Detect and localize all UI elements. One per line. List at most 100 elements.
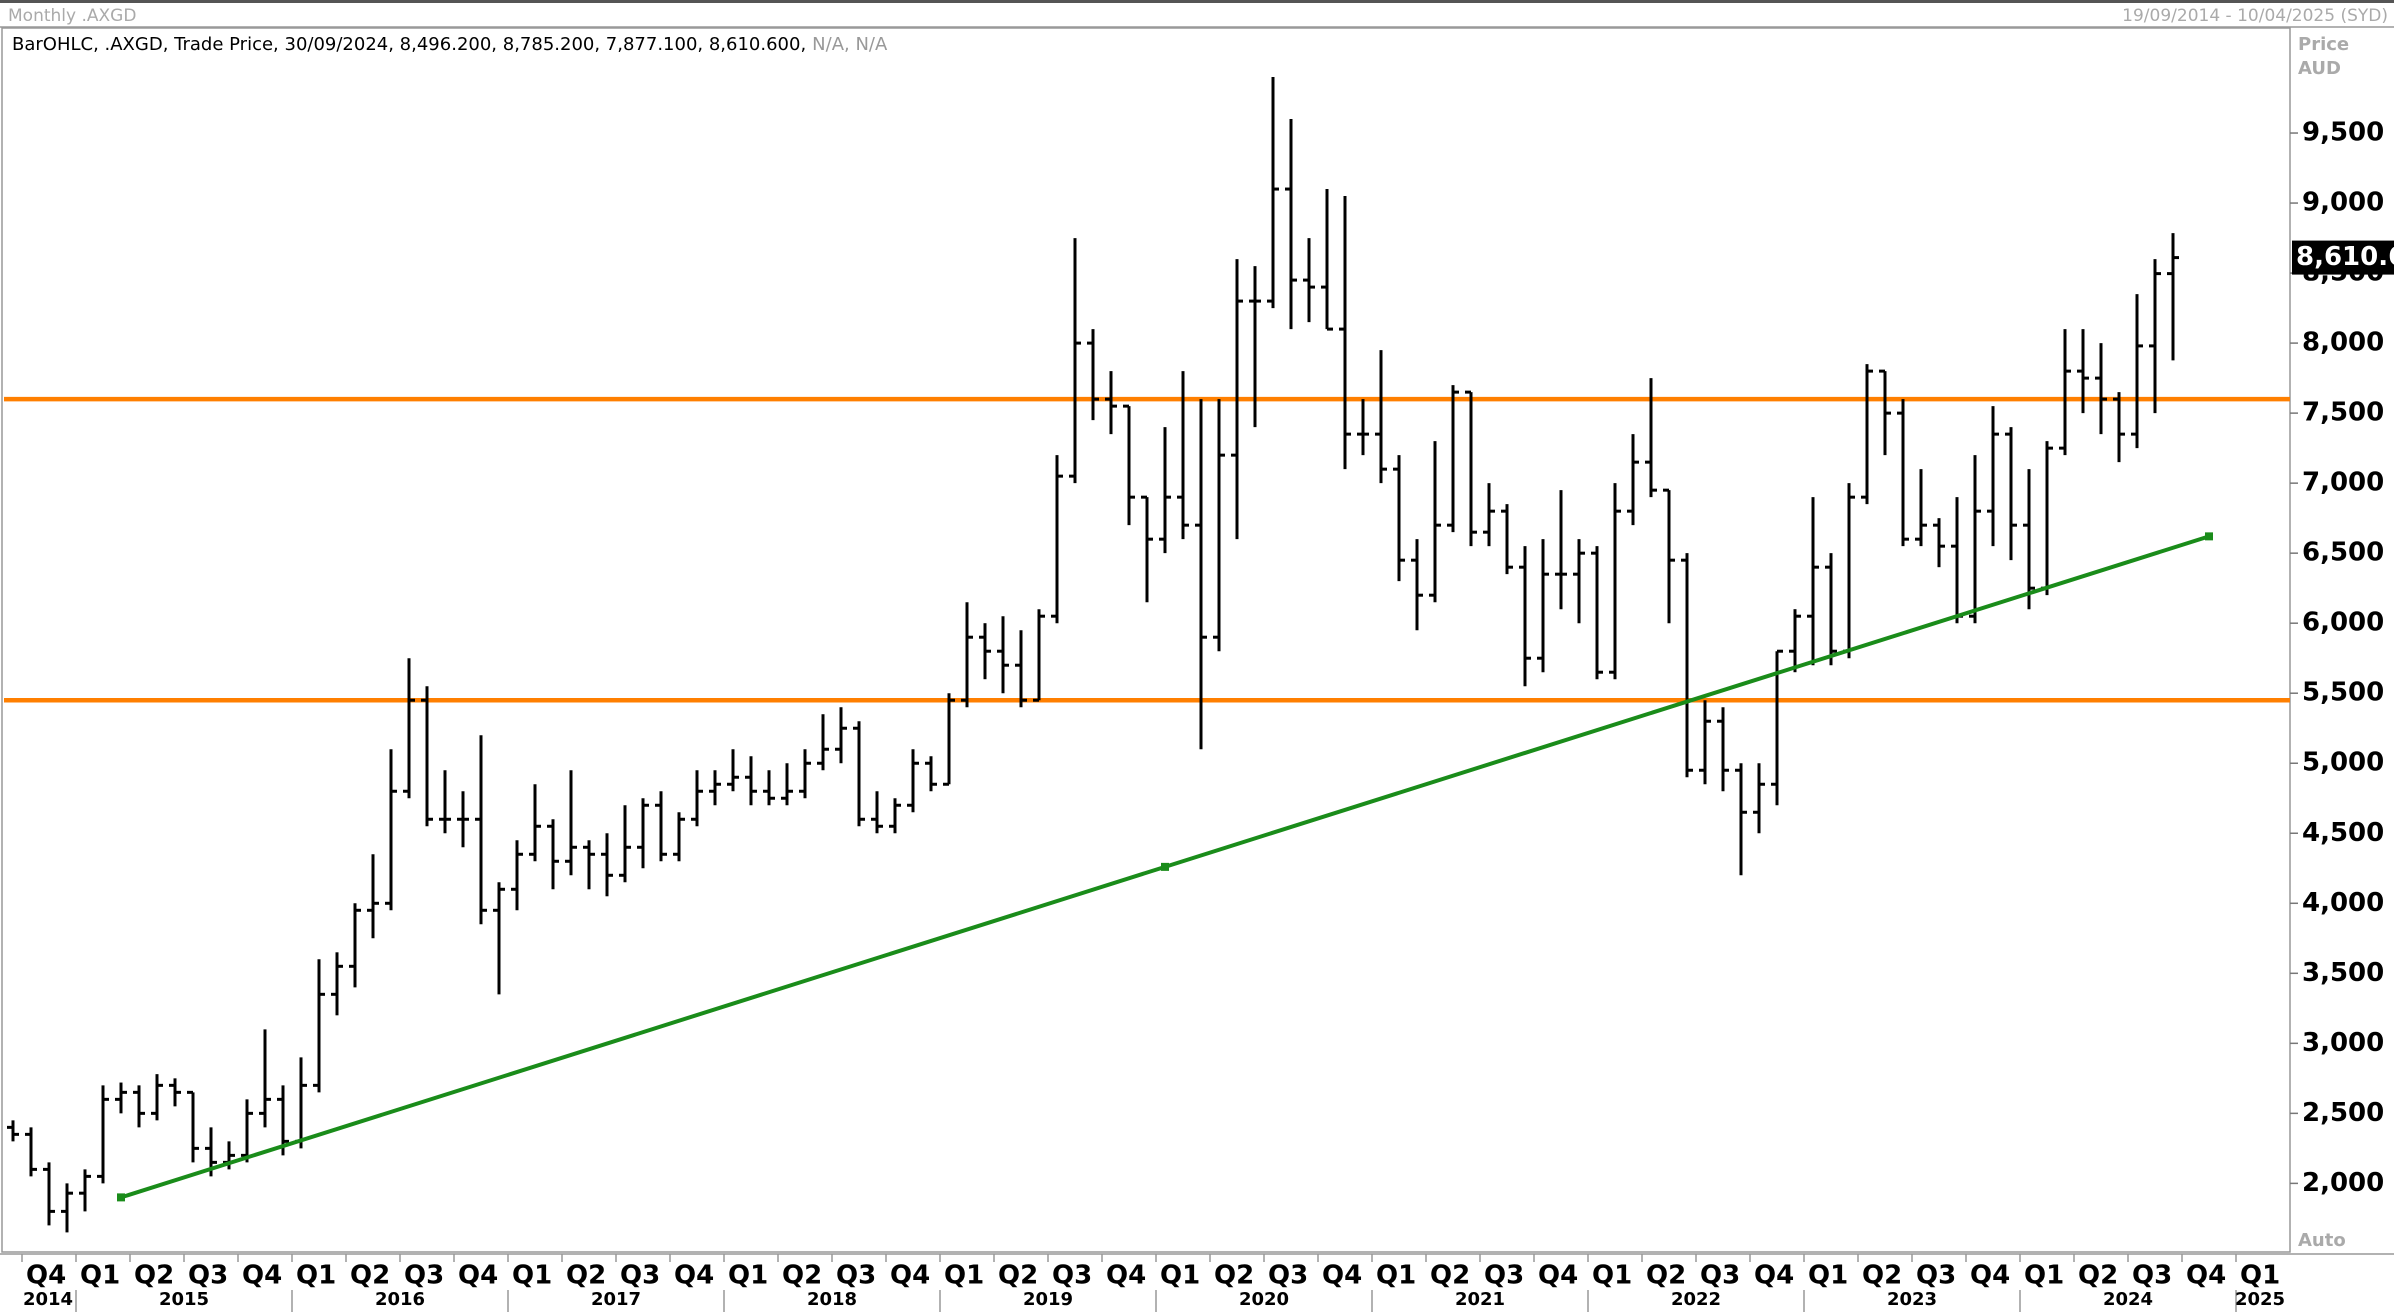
ohlc-bar [1519,546,1531,687]
ohlc-bar [1447,385,1459,533]
quarter-label: Q1 [2024,1261,2064,1291]
quarter-label: Q1 [1592,1261,1632,1291]
ohlc-bar [277,1085,289,1156]
legend: BarOHLC, .AXGD, Trade Price, 30/09/2024,… [12,34,888,55]
ohlc-bar [313,959,325,1093]
ohlc-bar [565,770,577,876]
ohlc-bar [1339,196,1351,470]
ohlc-bar [295,1057,307,1149]
ohlc-bar [25,1127,37,1177]
ohlc-bar [673,812,685,862]
quarter-label: Q3 [2132,1261,2172,1291]
ohlc-bar [1195,399,1207,750]
quarter-label: Q4 [2186,1261,2226,1291]
quarter-label: Q1 [296,1261,336,1291]
quarter-label: Q3 [1052,1261,1092,1291]
ohlc-bar [997,616,1009,694]
quarter-label: Q2 [782,1261,822,1291]
quarter-label: Q1 [1808,1261,1848,1291]
ohlc-bar [2167,233,2179,361]
quarter-label: Q4 [26,1261,66,1291]
ohlc-bar [187,1090,199,1163]
quarter-label: Q2 [134,1261,174,1291]
ohlc-bar [1843,483,1855,659]
y-tick-label: 4,500 [2302,818,2384,848]
ohlc-bar [583,840,595,890]
ohlc-bar [1231,259,1243,540]
ohlc-bar [79,1169,91,1212]
year-label: 2016 [375,1289,425,1310]
ohlc-bar [835,707,847,764]
year-label: 2020 [1239,1289,1289,1310]
ohlc-bar [727,749,739,792]
ohlc-bar [619,805,631,883]
ohlc-bar [385,749,397,911]
ohlc-bar [691,770,703,827]
ohlc-bar [1465,390,1477,547]
ohlc-bar [61,1183,73,1233]
ohlc-bar [637,798,649,869]
ohlc-bar [1069,238,1081,484]
ohlc-bar [709,770,721,806]
trendline-handle [1161,862,1169,871]
quarter-label: Q4 [1538,1261,1578,1291]
header-bar [0,0,2394,26]
ohlc-bar [1645,378,1657,498]
ohlc-bar [349,903,361,988]
ohlc-bar [1717,707,1729,792]
ohlc-bar [1015,630,1027,708]
quarter-label: Q2 [1214,1261,1254,1291]
ohlc-bar [1879,369,1891,456]
ohlc-bar [925,756,937,792]
ohlc-bar [1771,649,1783,806]
y-tick-label: 9,500 [2302,118,2384,148]
ohlc-bar [1951,497,1963,624]
ohlc-bar [1591,546,1603,680]
year-label: 2021 [1455,1289,1505,1310]
ohlc-bar [1681,553,1693,778]
ohlc-bar [7,1120,19,1142]
quarter-label: Q1 [1376,1261,1416,1291]
quarter-label: Q4 [1322,1261,1362,1291]
ohlc-bar [529,784,541,862]
last-value-box [2292,240,2394,275]
quarter-label: Q1 [944,1261,984,1291]
quarter-label: Q1 [80,1261,120,1291]
ohlc-bar [853,721,865,827]
ohlc-bar [1051,455,1063,624]
ohlc-bar [655,791,667,862]
ohlc-bar [745,756,757,806]
last-value-label: 8,610.6 [2296,242,2394,272]
quarter-label: Q3 [1700,1261,1740,1291]
ohlc-bar [1627,434,1639,526]
ohlc-bar [1249,266,1261,428]
ohlc-bar [1321,189,1333,331]
y-tick-label: 9,000 [2302,188,2384,218]
ohlc-bar [1357,399,1369,456]
ohlc-bar [259,1029,271,1128]
year-label: 2019 [1023,1289,1073,1310]
y-tick-label: 4,000 [2302,888,2384,918]
axis-unit: AUD [2298,58,2341,79]
ohlc-bar [2095,343,2107,435]
ohlc-bar [943,693,955,786]
quarter-label: Q3 [404,1261,444,1291]
y-tick-label: 6,500 [2302,538,2384,568]
quarter-label: Q2 [998,1261,1038,1291]
quarter-label: Q4 [1106,1261,1146,1291]
year-label: 2014 [23,1289,73,1310]
legend-na: N/A, N/A [812,34,888,55]
ohlc-bar [2077,329,2089,414]
quarter-label: Q2 [2078,1261,2118,1291]
quarter-label: Q2 [1862,1261,1902,1291]
ohlc-bar [1141,495,1153,603]
y-tick-label: 8,000 [2302,328,2384,358]
ohlc-bar [1501,504,1513,575]
ohlc-bar [2149,259,2161,414]
ohlc-bar [1609,483,1621,680]
ohlc-bar [1933,518,1945,568]
ohlc-bar [1789,609,1801,673]
ohlc-bar [1807,497,1819,666]
ohlc-bar [403,658,415,799]
